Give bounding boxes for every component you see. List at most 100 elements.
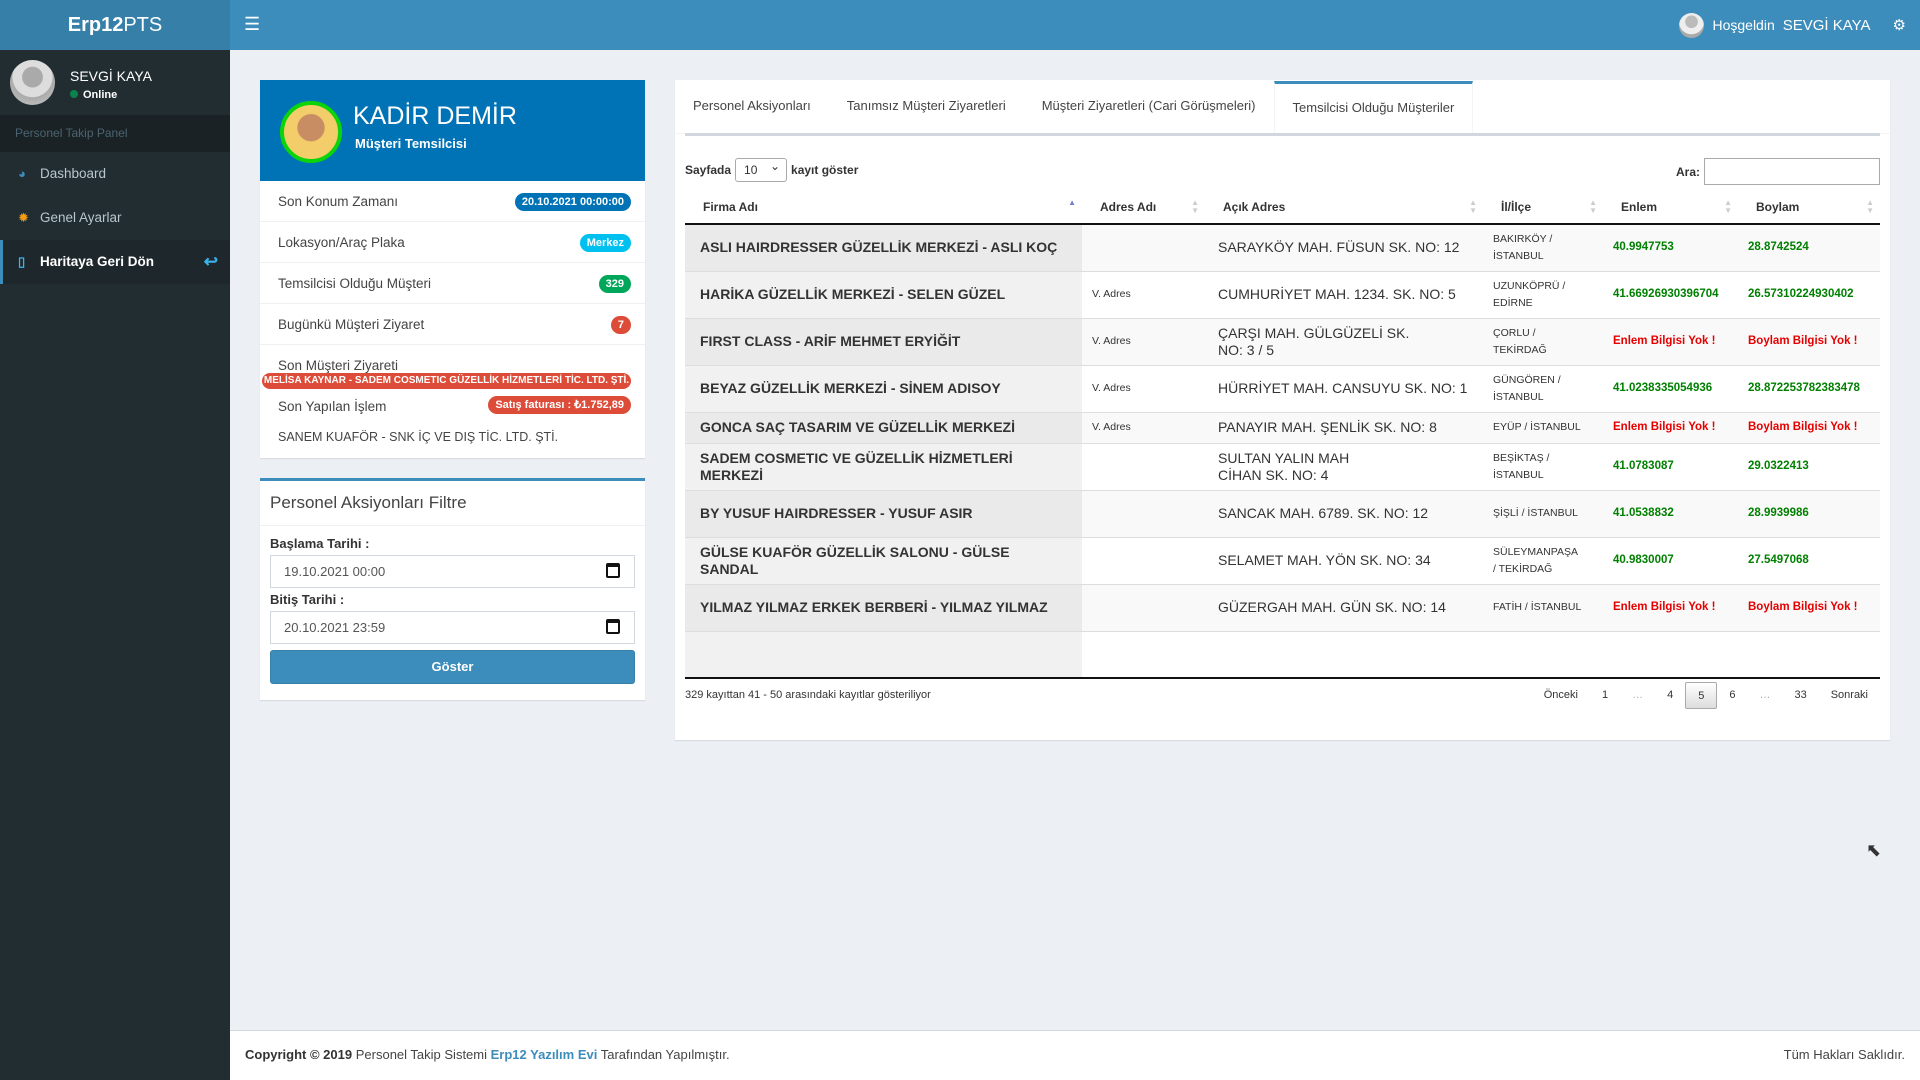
table-cell: 29.0322413 (1738, 442, 1880, 490)
page-button[interactable]: 6 (1729, 689, 1736, 701)
pagination-ellipsis: … (1759, 689, 1771, 701)
table-cell: PANAYIR MAH. ŞENLİK SK. NO: 8 (1205, 411, 1483, 443)
table-cell: 40.9947753 (1603, 223, 1738, 271)
tab-tanimsiz-musteri-ziyaretleri[interactable]: Tanımsız Müşteri Ziyaretleri (846, 98, 1006, 113)
filter-title: Personel Aksiyonları Filtre (260, 481, 645, 526)
table-cell: 28.8742524 (1738, 223, 1880, 271)
page-button[interactable]: 33 (1794, 689, 1807, 701)
status-badge: 20.10.2021 00:00:00 (514, 193, 631, 211)
table-cell: SÜLEYMANPAŞA / TEKİRDAĞ (1483, 536, 1603, 584)
table-cell: YILMAZ YILMAZ ERKEK BERBERİ - YILMAZ YIL… (685, 583, 1082, 631)
sidebar-header: Personel Takip Panel (0, 115, 230, 152)
calendar-icon[interactable] (606, 563, 620, 578)
tab-bar: Personel Aksiyonları Tanımsız Müşteri Zi… (675, 80, 1890, 134)
user-menu[interactable]: Hoşgeldin SEVGİ KAYA ⚙ (1679, 0, 1906, 50)
sort-icon[interactable]: ▲ (1068, 198, 1076, 207)
column-header[interactable]: Enlem ▲ ▼ (1603, 190, 1738, 225)
sort-icon[interactable]: ▲ ▼ (1469, 198, 1477, 215)
column-header[interactable]: Boylam ▲ ▼ (1738, 190, 1880, 225)
welcome-text: Hoşgeldin (1712, 17, 1775, 33)
end-date-input[interactable]: 20.10.2021 23:59 (270, 611, 635, 644)
sort-icon[interactable]: ▲ ▼ (1589, 198, 1597, 215)
map-icon: ▯ (18, 254, 26, 269)
table-row[interactable]: GÜLSE KUAFÖR GÜZELLİK SALONU - GÜLSE SAN… (685, 536, 1880, 584)
table-cell: GÜNGÖREN / İSTANBUL (1483, 364, 1603, 412)
sidebar-item-haritaya-geri-don[interactable]: ▯ Haritaya Geri Dön ↩ (0, 240, 230, 284)
profile-card: KADİR DEMİR Müşteri Temsilcisi Son Konum… (260, 80, 645, 458)
status-badge: Merkez (579, 234, 631, 252)
tab-musteri-ziyaretleri[interactable]: Müşteri Ziyaretleri (Cari Görüşmeleri) (1041, 98, 1256, 113)
status: Online (70, 89, 117, 101)
table-cell: Enlem Bilgisi Yok ! (1603, 317, 1738, 365)
table-row[interactable]: SADEM COSMETIC VE GÜZELLİK HİZMETLERİ ME… (685, 442, 1880, 490)
tab-panel: Personel Aksiyonları Tanımsız Müşteri Zi… (675, 80, 1890, 740)
info-row: Son Konum Zamanı 20.10.2021 00:00:00 (260, 181, 645, 222)
column-header[interactable]: Adres Adı ▲ ▼ (1082, 190, 1205, 225)
show-button[interactable]: Göster (270, 650, 635, 684)
tab-temsilcisi-oldugu-musteriler[interactable]: Temsilcisi Olduğu Müşteriler (1273, 81, 1474, 134)
company-link[interactable]: Erp12 Yazılım Evi (490, 1047, 598, 1062)
table-cell: 40.9830007 (1603, 536, 1738, 584)
table-cell (1082, 489, 1205, 537)
page-button[interactable]: Önceki (1543, 689, 1578, 701)
page-button[interactable]: Sonraki (1830, 689, 1868, 701)
sort-icon[interactable]: ▲ ▼ (1724, 198, 1732, 215)
empty-cell (1205, 630, 1483, 679)
table-cell: FATİH / İSTANBUL (1483, 583, 1603, 631)
table-cell: SELAMET MAH. YÖN SK. NO: 34 (1205, 536, 1483, 584)
start-date-label: Başlama Tarihi : (270, 536, 370, 551)
table-cell: Boylam Bilgisi Yok ! (1738, 317, 1880, 365)
table-cell: Enlem Bilgisi Yok ! (1603, 583, 1738, 631)
footer: Copyright © 2019 Personel Takip Sistemi … (230, 1030, 1920, 1080)
table-row[interactable]: YILMAZ YILMAZ ERKEK BERBERİ - YILMAZ YIL… (685, 583, 1880, 631)
menu-toggle-icon[interactable]: ☰ (244, 14, 261, 34)
table-row[interactable]: BY YUSUF HAIRDRESSER - YUSUF ASIR SANCAK … (685, 489, 1880, 537)
page-button[interactable]: 4 (1667, 689, 1674, 701)
sort-icon[interactable]: ▲ ▼ (1191, 198, 1199, 215)
user-name: SEVGİ KAYA (1782, 16, 1871, 34)
table-cell: V. Adres (1082, 364, 1205, 412)
empty-cell (1603, 630, 1738, 679)
page-button[interactable]: 5 (1685, 682, 1718, 709)
page-button[interactable]: 1 (1601, 689, 1609, 701)
table-cell (1082, 442, 1205, 490)
info-row: Bugünkü Müşteri Ziyaret 7 (260, 304, 645, 345)
table-cell: EYÜP / İSTANBUL (1483, 411, 1603, 443)
table-cell: V. Adres (1082, 317, 1205, 365)
column-header[interactable]: Firma Adı ▲ (685, 190, 1082, 225)
settings-gears-icon[interactable]: ⚙ (1892, 17, 1906, 34)
table-row[interactable]: ASLI HAIRDRESSER GÜZELLİK MERKEZİ - ASLI… (685, 223, 1880, 271)
info-row: Son Yapılan İşlem Satış faturası : ₺1.752… (260, 386, 645, 427)
filter-card: Personel Aksiyonları Filtre Başlama Tari… (260, 478, 645, 700)
table-cell: GÜZERGAH MAH. GÜN SK. NO: 14 (1205, 583, 1483, 631)
avatar (1679, 12, 1705, 38)
start-date-input[interactable]: 19.10.2021 00:00 (270, 555, 635, 588)
divider (685, 133, 1880, 136)
table-cell: BEYAZ GÜZELLİK MERKEZİ - SİNEM ADISOY (685, 364, 1082, 412)
table-cell: HÜRRİYET MAH. CANSUYU SK. NO: 1 (1205, 364, 1483, 412)
reply-arrow-icon: ↩ (203, 252, 218, 271)
table-row[interactable]: HARİKA GÜZELLİK MERKEZİ - SELEN GÜZEL V. … (685, 270, 1880, 318)
app-logo[interactable]: Erp12PTS (0, 0, 230, 50)
column-header[interactable]: İl/İlçe ▲ ▼ (1483, 190, 1603, 225)
sort-icon[interactable]: ▲ ▼ (1866, 198, 1874, 215)
empty-cell (1483, 630, 1603, 679)
table-row[interactable]: BEYAZ GÜZELLİK MERKEZİ - SİNEM ADISOY V. … (685, 364, 1880, 412)
sidebar-item-dashboard[interactable]: ◕ Dashboard (0, 152, 230, 196)
table-row[interactable]: FIRST CLASS - ARİF MEHMET ERYİĞİT V. Adre… (685, 317, 1880, 365)
online-dot-icon (70, 90, 78, 98)
profile-name: KADİR DEMİR (353, 102, 517, 130)
tab-personel-aksiyonlari[interactable]: Personel Aksiyonları (693, 98, 811, 113)
info-row: Temsilcisi Olduğu Müşteri 329 (260, 263, 645, 304)
table-cell: V. Adres (1082, 270, 1205, 318)
pagination: Önceki 1 … 4 5 6 … 33 Sonraki (1532, 682, 1880, 709)
rights-text: Tüm Hakları Saklıdır. (1783, 1047, 1905, 1062)
search-input[interactable] (1704, 158, 1880, 185)
column-header[interactable]: Açık Adres ▲ ▼ (1205, 190, 1483, 225)
profile-avatar (280, 101, 342, 163)
sidebar-item-genel-ayarlar[interactable]: ✹ Genel Ayarlar (0, 196, 230, 240)
table-row[interactable]: GONCA SAÇ TASARIM VE GÜZELLİK MERKEZİ V. … (685, 411, 1880, 443)
calendar-icon[interactable] (606, 619, 620, 634)
table-cell: BY YUSUF HAIRDRESSER - YUSUF ASIR (685, 489, 1082, 537)
page-length-select[interactable]: 10 (735, 155, 788, 182)
